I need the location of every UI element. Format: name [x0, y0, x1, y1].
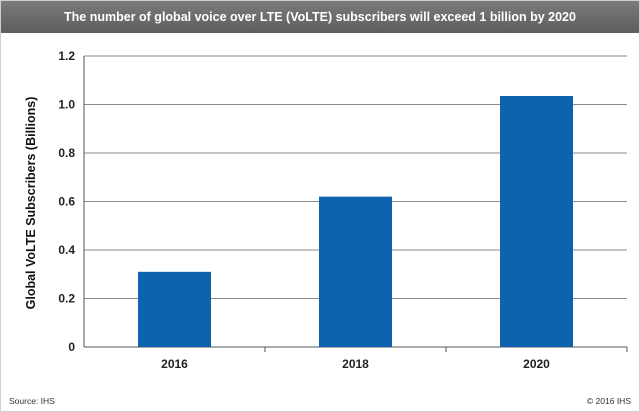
- x-tick-label: 2020: [523, 357, 550, 371]
- y-axis-label: Global VoLTE Subscribers (Billions): [24, 97, 38, 310]
- y-tick-label: 0.4: [58, 243, 75, 257]
- y-tick-label: 0.6: [58, 195, 75, 209]
- x-tick-label: 2016: [161, 357, 188, 371]
- x-tick-label: 2018: [342, 357, 369, 371]
- chart-title: The number of global voice over LTE (VoL…: [1, 1, 639, 33]
- y-tick-label: 0.2: [58, 292, 75, 306]
- y-tick-label: 1.2: [58, 49, 75, 63]
- copyright-note: © 2016 IHS: [586, 396, 631, 406]
- bar-2020: [500, 96, 573, 347]
- y-tick-label: 1.0: [58, 98, 75, 112]
- source-note: Source: IHS: [9, 396, 55, 406]
- y-tick-label: 0: [68, 340, 75, 354]
- bar-2016: [138, 271, 211, 347]
- y-tick-label: 0.8: [58, 146, 75, 160]
- bar-2018: [319, 196, 392, 347]
